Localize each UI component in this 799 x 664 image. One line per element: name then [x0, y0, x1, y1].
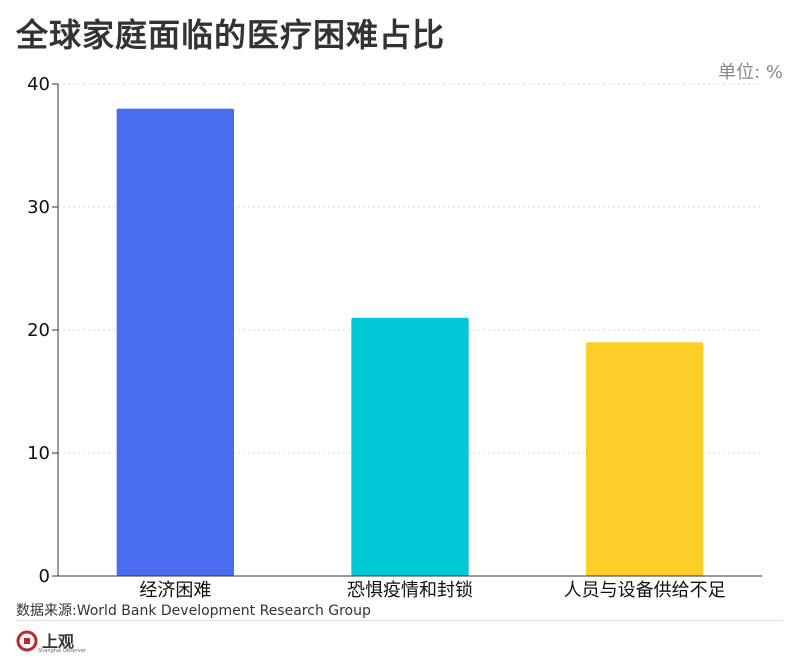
y-tick-label: 40	[27, 74, 50, 95]
brand-name: 上观	[42, 632, 75, 651]
brand-subtitle: Shanghai Observer	[38, 648, 86, 654]
bar-chart: 0 10 20 30 40 经济困难 恐惧疫情和封锁 人员与设备供给不足	[27, 74, 762, 600]
y-tick-label: 10	[27, 443, 50, 464]
bar	[116, 108, 234, 576]
bar	[586, 342, 704, 576]
chart-title: 全球家庭面临的医疗困难占比	[16, 16, 446, 54]
footer-divider	[16, 620, 783, 621]
brand-logo-icon	[16, 630, 38, 652]
x-category-label: 经济困难	[139, 580, 211, 600]
bar	[351, 317, 469, 576]
brand-logo: 上观 Shanghai Observer	[16, 628, 86, 660]
x-category-label: 人员与设备供给不足	[564, 580, 726, 600]
axes: 0 10 20 30 40 经济困难 恐惧疫情和封锁 人员与设备供给不足	[27, 74, 762, 600]
bars	[116, 108, 704, 576]
y-tick-label: 0	[39, 566, 50, 587]
unit-label: 单位: %	[718, 62, 783, 83]
source-note: 数据来源:World Bank Development Research Gro…	[16, 603, 371, 619]
x-category-label: 恐惧疫情和封锁	[347, 580, 473, 600]
y-tick-label: 20	[27, 320, 50, 341]
y-tick-label: 30	[27, 197, 50, 218]
